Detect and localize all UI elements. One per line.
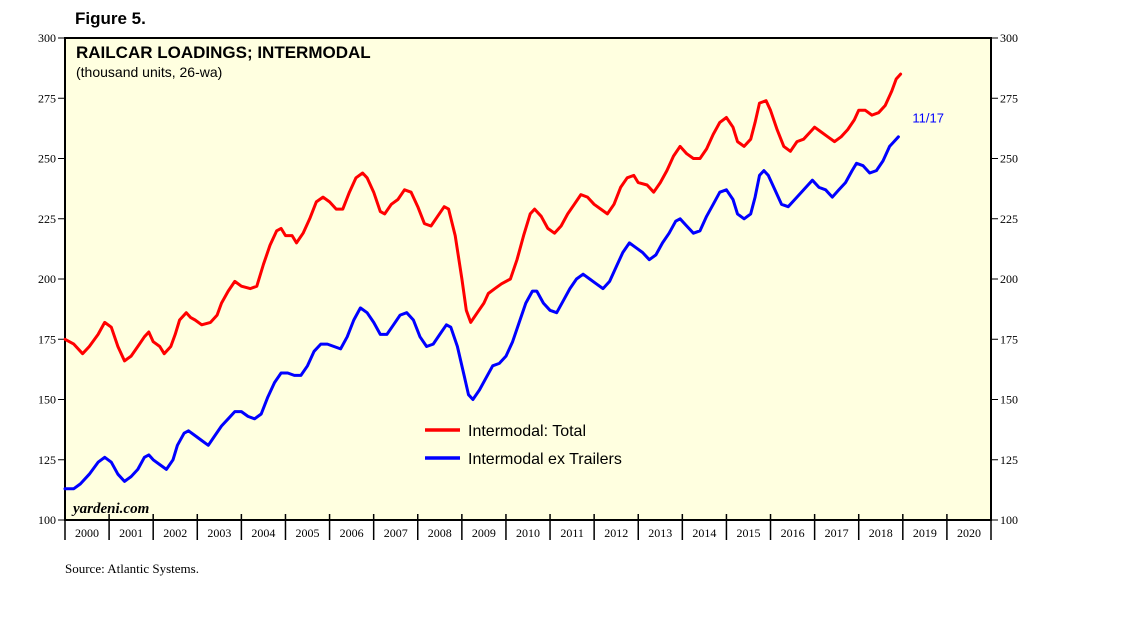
watermark: yardeni.com: [71, 501, 149, 517]
x-tick-label: 2004: [251, 526, 275, 540]
plot-area: [64, 37, 992, 521]
series-line-intermodal-ex-trailers: [63, 135, 900, 491]
x-tick-label: 2011: [560, 526, 584, 540]
legend-label-total: Intermodal: Total: [468, 423, 586, 440]
x-tick-label: 2008: [428, 526, 452, 540]
x-tick-label: 2010: [516, 526, 540, 540]
axis-ticks: [58, 37, 998, 540]
y-tick-label-left: 100: [38, 513, 56, 527]
x-tick-label: 2017: [825, 526, 849, 540]
x-tick-label: 2013: [648, 526, 672, 540]
figure-label: Figure 5.: [75, 9, 146, 28]
x-tick-label: 2006: [340, 526, 364, 540]
y-tick-label-left: 275: [38, 91, 56, 105]
y-tick-label-right: 275: [1000, 91, 1018, 105]
y-tick-label-right: 125: [1000, 453, 1018, 467]
y-tick-label-right: 100: [1000, 513, 1018, 527]
x-tick-label: 2012: [604, 526, 628, 540]
y-tick-label-right: 175: [1000, 332, 1018, 346]
y-tick-label-right: 225: [1000, 212, 1018, 226]
x-tick-label: 2000: [75, 526, 99, 540]
x-tick-label: 2020: [957, 526, 981, 540]
y-tick-label-right: 300: [1000, 31, 1018, 45]
x-tick-label: 2007: [384, 526, 408, 540]
y-tick-label-left: 200: [38, 272, 56, 286]
series-layer: [63, 72, 903, 491]
x-axis-labels: 2000 2001 2002 2003 2004 2005 2006 2007 2008 2009…: [75, 526, 981, 540]
chart-title: RAILCAR LOADINGS; INTERMODAL: [76, 43, 371, 62]
legend-label-ex-trailers: Intermodal ex Trailers: [468, 451, 622, 468]
y-tick-label-right: 150: [1000, 393, 1018, 407]
x-tick-label: 2003: [207, 526, 231, 540]
x-tick-label: 2015: [736, 526, 760, 540]
x-tick-label: 2018: [869, 526, 893, 540]
y-tick-label-left: 150: [38, 393, 56, 407]
y-tick-label-left: 250: [38, 152, 56, 166]
legend: Intermodal: Total Intermodal ex Trailers: [425, 423, 622, 468]
x-tick-label: 2014: [692, 526, 716, 540]
y-axis-left-labels: 100 125 150 175 200 225 250 275 300: [38, 31, 56, 527]
y-tick-label-left: 225: [38, 212, 56, 226]
x-tick-label: 2016: [781, 526, 805, 540]
y-tick-label-left: 300: [38, 31, 56, 45]
x-tick-label: 2001: [119, 526, 143, 540]
x-tick-label: 2019: [913, 526, 937, 540]
last-value-annotation: 11/17: [912, 110, 944, 125]
x-tick-label: 2002: [163, 526, 187, 540]
y-tick-label-right: 200: [1000, 272, 1018, 286]
series-line-intermodal-total: [63, 72, 903, 363]
y-tick-label-left: 175: [38, 332, 56, 346]
y-tick-label-right: 250: [1000, 152, 1018, 166]
source-note: Source: Atlantic Systems.: [65, 561, 199, 576]
chart-subtitle: (thousand units, 26-wa): [76, 64, 222, 80]
y-tick-label-left: 125: [38, 453, 56, 467]
x-tick-label: 2005: [296, 526, 320, 540]
x-tick-label: 2009: [472, 526, 496, 540]
y-axis-right-labels: 100 125 150 175 200 225 250 275 300: [1000, 31, 1018, 527]
